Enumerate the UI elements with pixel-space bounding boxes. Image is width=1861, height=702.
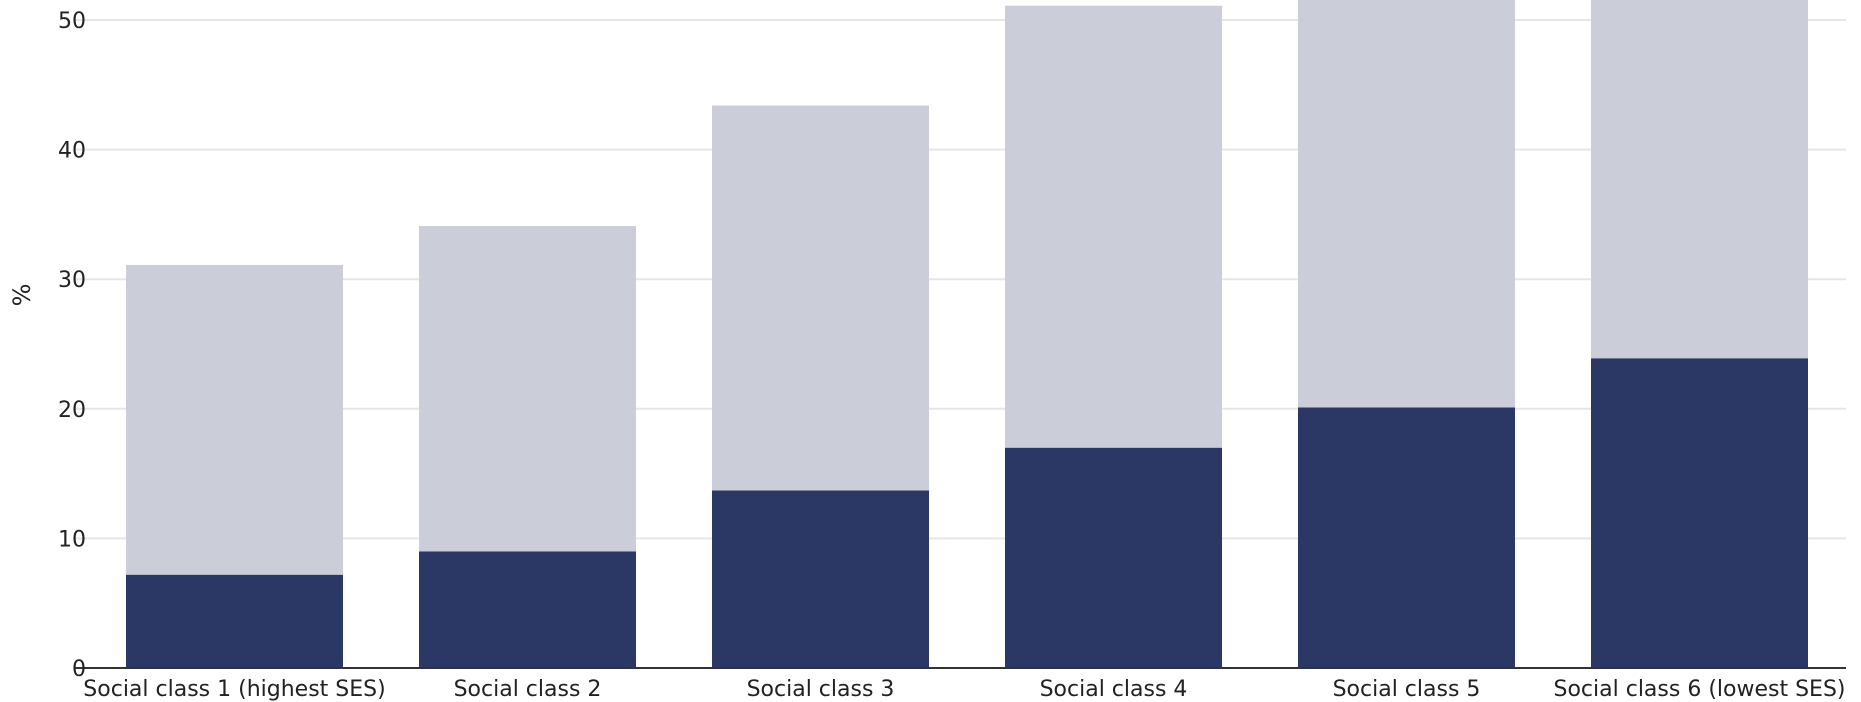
bar-segment-1-4 [1005, 447, 1222, 668]
y-tick-labels: 0 10 20 30 40 50 [58, 9, 86, 682]
x-category-label: Social class 6 (lowest SES) [1554, 677, 1846, 702]
bar-segment-2-6 [1591, 0, 1808, 359]
x-category-label: Social class 2 [454, 677, 602, 702]
bar-segment-1-2 [419, 551, 636, 668]
y-tick-label: 40 [58, 139, 86, 164]
y-tick-label: 0 [72, 657, 86, 682]
gridlines [75, 19, 1846, 540]
x-category-label: Social class 4 [1040, 677, 1188, 702]
x-category-label: Social class 5 [1333, 677, 1481, 702]
bar-segment-1-5 [1298, 407, 1515, 668]
bar-segment-2-3 [712, 105, 929, 491]
bar-segment-1-3 [712, 490, 929, 668]
x-category-label: Social class 1 (highest SES) [83, 677, 385, 702]
y-tick-label: 10 [58, 527, 86, 552]
y-axis-title: % [8, 284, 36, 307]
y-tick-label: 30 [58, 268, 86, 293]
bars [126, 0, 1808, 668]
bar-segment-1-1 [126, 574, 343, 668]
y-tick-label: 20 [58, 398, 86, 423]
bar-segment-2-1 [126, 264, 343, 575]
bar-segment-2-2 [419, 226, 636, 552]
bar-segment-1-6 [1591, 358, 1808, 668]
bar-segment-2-5 [1298, 0, 1515, 408]
x-category-label: Social class 3 [747, 677, 895, 702]
x-category-labels: Social class 1 (highest SES) Social class… [83, 677, 1845, 702]
y-tick-label: 50 [58, 9, 86, 34]
bar-segment-2-4 [1005, 5, 1222, 448]
